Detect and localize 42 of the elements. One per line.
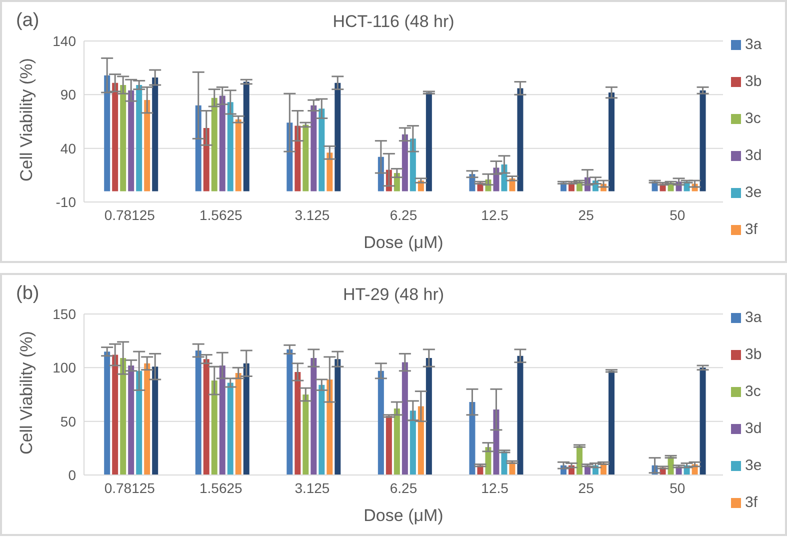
y-tick-label: 40 xyxy=(60,140,76,156)
y-tick-label: 100 xyxy=(52,360,76,376)
legend-label: 3e xyxy=(745,457,762,474)
chart-title: HT-29 (48 hr) xyxy=(342,285,444,304)
text: (b) xyxy=(16,283,40,304)
y-tick-label: 140 xyxy=(52,32,76,49)
legend-label: 3f xyxy=(745,221,758,238)
legend-label: 3b xyxy=(745,73,762,90)
x-tick-label: 50 xyxy=(670,206,686,223)
y-tick-label: 50 xyxy=(60,413,76,430)
x-tick-label: 0.78125 xyxy=(104,206,156,223)
x-tick-label: 3.125 xyxy=(294,480,330,496)
y-axis-title: Cell Viability (%) xyxy=(17,58,36,182)
x-axis-title: Dose (μM) xyxy=(364,506,444,526)
legend-label: 3f xyxy=(745,494,758,511)
x-tick-label: 1.5625 xyxy=(200,480,243,496)
legend-label: 3c xyxy=(745,110,761,127)
y-tick-label: 0 xyxy=(68,466,76,483)
legend-label: 3d xyxy=(745,420,762,437)
legend-label: 3d xyxy=(745,147,762,164)
x-tick-label: 12.5 xyxy=(481,480,509,496)
y-tick-label: 150 xyxy=(52,306,76,322)
x-tick-label: 0.78125 xyxy=(104,480,156,496)
text: (a) xyxy=(16,10,40,31)
x-tick-label: 3.125 xyxy=(294,206,330,223)
x-axis-title: Dose (μM) xyxy=(364,233,444,252)
y-tick-label: 90 xyxy=(60,86,76,103)
legend-label: 3e xyxy=(745,184,762,201)
x-tick-label: 12.5 xyxy=(481,206,509,223)
chart-title: HCT-116 (48 hr) xyxy=(332,12,454,31)
legend-label: 3b xyxy=(745,346,762,363)
x-tick-label: 50 xyxy=(670,480,686,496)
legend-label: 3c xyxy=(745,383,761,400)
y-axis-title: Cell Viability (%) xyxy=(17,331,36,454)
y-tick-label: -10 xyxy=(56,194,76,210)
x-tick-label: 25 xyxy=(578,480,594,496)
legend-label: 3a xyxy=(745,309,762,326)
x-tick-label: 6.25 xyxy=(390,480,418,496)
x-tick-label: 25 xyxy=(578,206,594,223)
legend-label: 3a xyxy=(745,36,762,53)
x-tick-label: 6.25 xyxy=(390,206,418,223)
x-tick-label: 1.5625 xyxy=(200,206,243,223)
